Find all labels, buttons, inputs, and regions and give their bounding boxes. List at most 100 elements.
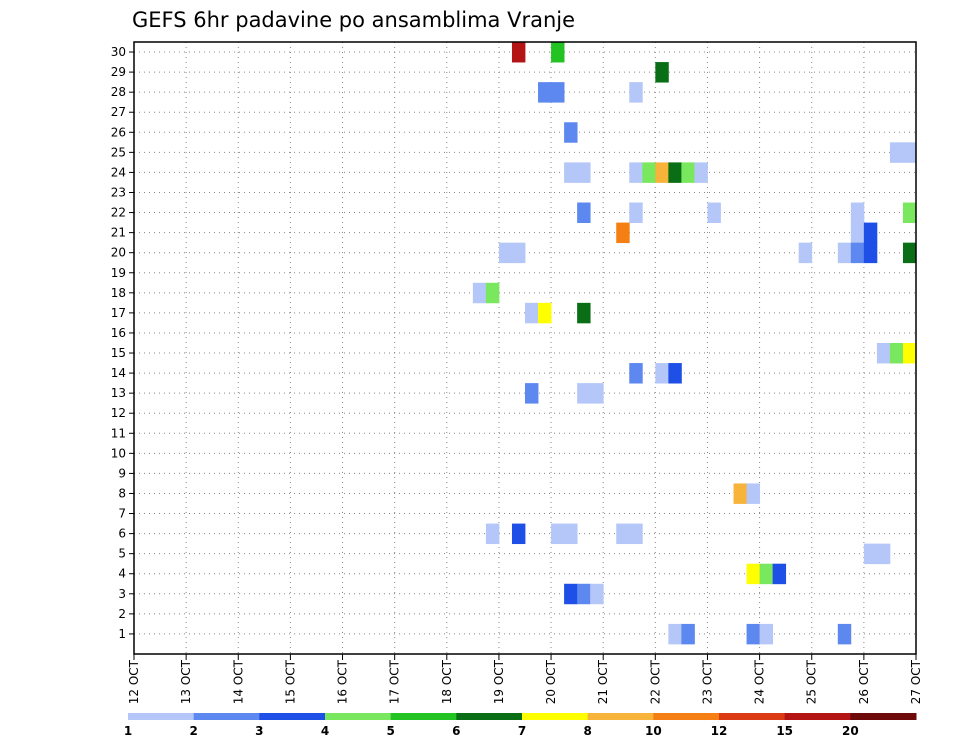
ensemble-cell xyxy=(564,523,578,545)
ensemble-cell xyxy=(655,62,669,83)
ensemble-cell xyxy=(863,242,878,264)
ensemble-cell xyxy=(668,363,682,384)
ensemble-cell xyxy=(746,563,760,585)
legend-label: 3 xyxy=(255,724,263,738)
y-tick-label: 23 xyxy=(111,185,126,199)
ensemble-cell xyxy=(577,162,591,183)
x-tick-label: 24 OCT xyxy=(753,659,767,704)
legend-swatch xyxy=(784,713,851,720)
x-axis-ticks: 12 OCT 13 OCT 14 OCT 15 OCT 16 OCT 17 OCT 18 O… xyxy=(127,654,923,704)
y-tick-label: 29 xyxy=(111,65,126,79)
ensemble-cell xyxy=(590,383,604,404)
legend-label: 5 xyxy=(386,724,394,738)
ensemble-cell xyxy=(902,142,917,163)
ensemble-cell xyxy=(876,543,891,565)
ensemble-cell xyxy=(616,222,630,244)
ensemble-cell xyxy=(511,523,526,545)
legend-swatch xyxy=(193,713,260,720)
ensemble-cell xyxy=(577,383,591,404)
ensemble-cell xyxy=(746,483,760,504)
legend-swatch xyxy=(653,713,720,720)
y-tick-label: 16 xyxy=(111,326,126,340)
x-tick-label: 15 OCT xyxy=(283,659,297,704)
x-tick-label: 14 OCT xyxy=(231,659,245,704)
ensemble-cell xyxy=(655,363,669,384)
legend-label: 8 xyxy=(583,724,591,738)
legend-label: 1 xyxy=(124,724,132,738)
y-tick-label: 10 xyxy=(111,446,126,460)
ensemble-cell xyxy=(551,523,565,545)
ensemble-cell xyxy=(590,583,604,605)
ensemble-cell xyxy=(850,202,865,223)
ensemble-cell xyxy=(759,623,774,645)
y-tick-label: 13 xyxy=(111,386,126,400)
x-tick-label: 17 OCT xyxy=(388,659,402,704)
ensemble-cell xyxy=(759,563,774,585)
ensemble-cell xyxy=(564,162,578,183)
ensemble-cell xyxy=(485,523,500,545)
x-tick-label: 16 OCT xyxy=(336,659,350,704)
legend-label: 7 xyxy=(518,724,526,738)
ensemble-cell xyxy=(863,222,878,244)
ensemble-cell xyxy=(746,623,760,645)
x-tick-label: 19 OCT xyxy=(492,659,506,704)
ensemble-cell xyxy=(681,623,695,645)
ensemble-cell xyxy=(472,282,487,304)
y-tick-label: 5 xyxy=(118,547,126,561)
y-tick-label: 9 xyxy=(118,466,126,480)
legend-swatch xyxy=(128,713,195,720)
ensemble-cell xyxy=(863,543,878,565)
ensemble-cell xyxy=(733,483,747,504)
ensemble-cell xyxy=(525,302,539,324)
legend-swatch xyxy=(325,713,392,720)
y-tick-label: 22 xyxy=(111,206,126,220)
x-tick-label: 20 OCT xyxy=(544,659,558,704)
ensemble-cell xyxy=(902,202,917,223)
ensemble-cell xyxy=(511,42,526,63)
ensemble-cell xyxy=(525,383,539,404)
ensemble-cell xyxy=(538,302,552,324)
ensemble-cell xyxy=(629,523,643,545)
y-tick-label: 19 xyxy=(111,266,126,280)
x-tick-label: 25 OCT xyxy=(805,659,819,704)
ensemble-cell xyxy=(577,583,591,605)
ensemble-cell xyxy=(668,623,682,645)
ensemble-cell xyxy=(642,162,656,183)
ensemble-cell xyxy=(629,82,643,103)
legend-label: 2 xyxy=(189,724,197,738)
legend-swatch xyxy=(456,713,523,720)
ensemble-cell xyxy=(850,222,865,244)
y-tick-label: 3 xyxy=(118,587,126,601)
legend-label: 4 xyxy=(321,724,329,738)
y-tick-label: 8 xyxy=(118,486,126,500)
ensemble-cell xyxy=(629,202,643,223)
y-tick-label: 12 xyxy=(111,406,126,420)
ensemble-cell xyxy=(889,342,904,364)
y-tick-label: 4 xyxy=(118,567,126,581)
legend-label: 15 xyxy=(776,724,793,738)
grid xyxy=(133,42,917,654)
ensemble-cell xyxy=(772,563,787,585)
y-tick-label: 11 xyxy=(111,426,126,440)
legend-label: 10 xyxy=(645,724,662,738)
ensemble-cell xyxy=(629,363,643,384)
y-tick-label: 2 xyxy=(118,607,126,621)
y-tick-label: 21 xyxy=(111,226,126,240)
legend-swatch xyxy=(587,713,654,720)
ensemble-cell xyxy=(681,162,695,183)
x-tick-label: 12 OCT xyxy=(127,659,141,704)
y-tick-label: 27 xyxy=(111,105,126,119)
ensemble-cell xyxy=(889,142,904,163)
ensemble-cells xyxy=(472,42,917,645)
legend-swatch xyxy=(390,713,457,720)
plot-frame xyxy=(133,41,917,655)
legend-swatch xyxy=(522,713,589,720)
y-tick-label: 30 xyxy=(111,45,126,59)
ensemble-cell xyxy=(850,242,865,264)
ensemble-cell xyxy=(551,42,565,63)
ensemble-cell xyxy=(707,202,721,223)
color-legend: 1 2 3 4 5 6 7 8 10 12 15 20 xyxy=(124,713,917,738)
y-tick-label: 18 xyxy=(111,286,126,300)
y-tick-label: 20 xyxy=(111,246,126,260)
y-tick-label: 14 xyxy=(111,366,126,380)
